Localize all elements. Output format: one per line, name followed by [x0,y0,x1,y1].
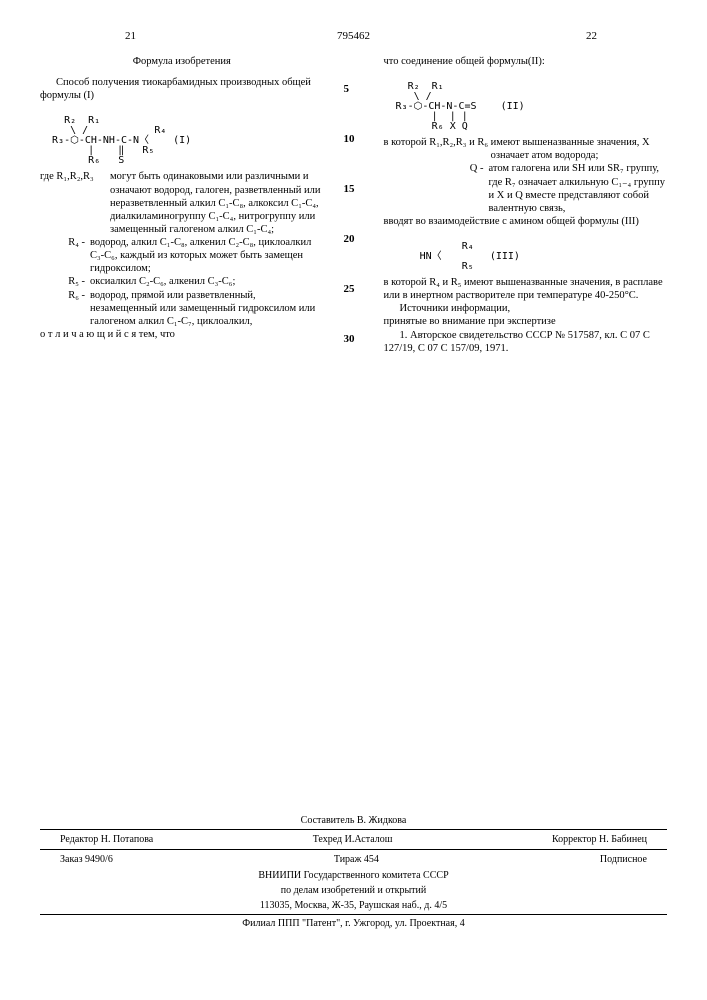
r5-label: R₅ - [40,275,90,288]
r4-label: R₄ - [40,236,90,275]
techred: Техред И.Асталош [313,833,393,846]
corrector: Корректор Н. Бабинец [552,833,647,846]
org: ВНИИПИ Государственного комитета СССР [40,869,667,882]
r4r5-text: в которой R₄ и R₅ имеют вышеназванные зн… [384,276,668,302]
compiler: Составитель В. Жидкова [40,814,667,827]
org2: по делам изобретений и открытий [40,884,667,897]
sources-sub: принятые во внимание при экспертизе [384,315,668,328]
page-number-left: 21 [125,30,136,42]
main-content: Формула изобретения Способ получения тио… [40,55,667,383]
chemical-formula-2: R₂ R₁ \ / R₃-⬡-CH-N-C=S (II) | | | R₆ X … [384,72,668,132]
right-intro: что соединение общей формулы(II): [384,55,668,68]
left-column: Формула изобретения Способ получения тио… [40,55,324,383]
order: Заказ 9490/6 [60,853,113,866]
footer: Составитель В. Жидкова Редактор Н. Потап… [40,814,667,930]
where2-text: имеют вышеназванные значения, X означает… [491,136,667,162]
page-number-right: 22 [586,30,597,42]
chemical-formula-1: R₂ R₁ \ / R₄ R₃-⬡-CH-NH-C-N〈 (I) | ‖ R₅ … [40,106,324,166]
formula-title: Формула изобретения [40,55,324,68]
q-label: Q - [384,162,489,215]
where2-label: в которой R₁,R₂,R₃ и R₆ [384,136,491,162]
action-text: вводят во взаимодействие с амином общей … [384,215,668,228]
line-num-20: 20 [344,233,364,245]
address1: 113035, Москва, Ж-35, Раушская наб., д. … [40,899,667,912]
chemical-formula-3: R₄ HN〈 (III) R₅ [384,232,668,272]
r4-text: водород, алкил C₁-C₈, алкенил C₂-C₈, цик… [90,236,324,275]
sources-title: Источники информации, [384,302,668,315]
r6-text: водород, прямой или разветвленный, незам… [90,289,324,328]
signed: Подписное [600,853,647,866]
line-numbers: 5 10 15 20 25 30 [344,55,364,383]
where-text: могут быть одинаковыми или различными и … [110,170,324,236]
source-1: 1. Авторское свидетельство СССР № 517587… [384,329,668,355]
line-num-5: 5 [344,83,364,95]
intro-text: Способ получения тиокарбамидных производ… [40,76,324,102]
editor: Редактор Н. Потапова [60,833,153,846]
line-num-25: 25 [344,283,364,295]
document-number: 795462 [337,30,370,42]
right-column: что соединение общей формулы(II): R₂ R₁ … [384,55,668,383]
line-num-30: 30 [344,333,364,345]
ending-text: о т л и ч а ю щ и й с я тем, что [40,328,324,341]
line-num-10: 10 [344,133,364,145]
address2: Филиал ППП "Патент", г. Ужгород, ул. Про… [40,917,667,930]
q-text: атом галогена или SH или SR₇ группу, где… [489,162,668,215]
r6-label: R₆ - [40,289,90,328]
where-label: где R₁,R₂,R₃ [40,170,110,236]
tirazh: Тираж 454 [334,853,379,866]
line-num-15: 15 [344,183,364,195]
r5-text: оксиалкил C₂-C₆, алкенил C₃-C₆; [90,275,324,288]
